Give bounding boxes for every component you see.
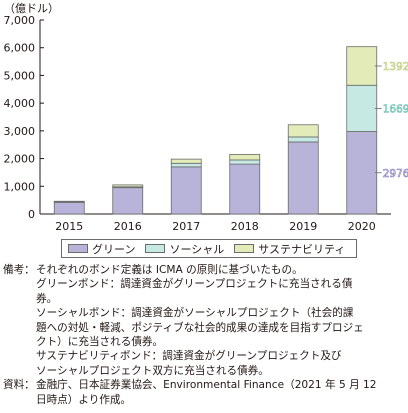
y-tick-label: 4,000	[4, 97, 36, 110]
y-unit-label: （億ドル）	[4, 2, 59, 15]
x-tick-label: 2015	[55, 220, 83, 233]
value-callouts: 1392 1669 2976	[374, 61, 408, 180]
chart-notes: 備考： それぞれのボンド定義は ICMA の原則に基づいたもの。 グリーンボンド…	[3, 263, 405, 407]
bar-segment-green-2017	[170, 166, 202, 215]
callout-label-social: 1669	[383, 103, 408, 115]
bar-segment-sustainability-2017	[170, 158, 202, 164]
y-axis: 0 1,000 2,000 3,000 4,000 5,000 6,000 7,000	[4, 14, 44, 221]
bar-segment-social-2017	[170, 162, 202, 168]
bar-segment-sustainability-2019	[287, 124, 319, 138]
y-tick-label: 2,000	[4, 153, 36, 166]
note-biko: 備考： それぞれのボンド定義は ICMA の原則に基づいたもの。 グリーンボンド…	[3, 263, 405, 378]
callout-label-sustainability: 1392	[383, 61, 408, 73]
note-line: 題への対処・軽減、ポジティブな社会的成果の達成を目指すプロジェ	[36, 321, 364, 334]
bar-segment-sustainability-2016	[112, 184, 144, 188]
y-tick-label: 5,000	[4, 69, 36, 82]
bar-segment-green-2020	[346, 131, 378, 215]
note-shiryo: 資料： 金融庁、日本証券業協会、Environmental Finance（20…	[3, 378, 405, 407]
bar-segment-green-2018	[229, 163, 261, 215]
legend: グリーン ソーシャル サステナビリティ	[61, 239, 357, 258]
note-line: グリーンボンド：調達資金がグリーンプロジェクトに充当される債	[36, 278, 353, 291]
legend-label-sustainability: サステナビリティ	[258, 242, 346, 256]
legend-item-social: ソーシャル	[145, 241, 224, 257]
note-line: それぞれのボンド定義は ICMA の原則に基づいたもの。	[36, 264, 303, 276]
x-tick-label: 2020	[348, 220, 376, 233]
y-tick-label: 7,000	[4, 14, 36, 27]
x-tick-label: 2016	[114, 220, 142, 233]
note-line: ソーシャルボンド：調達資金がソーシャルプロジェクト（社会的課	[36, 307, 354, 320]
note-line: ソーシャルプロジェクト双方に充当される債券。	[36, 364, 269, 377]
note-line: 金融庁、日本証券業協会、Environmental Finance（2021 年…	[36, 379, 377, 392]
note-line: クト）に充当される債券。	[36, 336, 164, 349]
x-tick-label: 2017	[172, 220, 200, 233]
legend-item-green: グリーン	[68, 241, 135, 257]
legend-swatch-social	[145, 244, 166, 253]
note-line: 日時点）より作成。	[36, 393, 132, 406]
bar-segment-social-2019	[287, 136, 319, 143]
note-biko-head: 備考：	[3, 264, 35, 276]
legend-swatch-green	[68, 244, 88, 253]
legend-item-sustainability: サステナビリティ	[234, 241, 345, 257]
note-line: サステナビリティボンド：調達資金がグリーンプロジェクト及び	[36, 350, 342, 363]
callout-label-green: 2976	[383, 168, 408, 180]
bar-segment-sustainability-2020	[346, 46, 378, 86]
bars	[53, 46, 378, 215]
bar-segment-green-2016	[112, 187, 144, 215]
y-tick-label: 6,000	[4, 42, 36, 55]
legend-label-green: グリーン	[92, 242, 136, 256]
x-axis: 2015 2016 2017 2018 2019 2020	[40, 213, 391, 233]
y-tick-label: 3,000	[4, 125, 36, 138]
legend-swatch-sustainability	[234, 244, 255, 253]
note-shiryo-head: 資料：	[3, 379, 35, 392]
bar-segment-social-2018	[229, 159, 261, 165]
bar-segment-sustainability-2018	[229, 154, 261, 161]
note-line: 券。	[36, 292, 58, 305]
legend-label-social: ソーシャル	[169, 242, 225, 256]
stacked-bar-chart: （億ドル） 0 1,000 2,000 3,000 4,000 5,000 6,000 7,0…	[4, 2, 408, 233]
y-tick-label: 1,000	[4, 180, 36, 193]
bar-segment-green-2019	[287, 141, 319, 215]
x-tick-label: 2019	[289, 220, 317, 233]
x-tick-label: 2018	[231, 220, 259, 233]
y-tick-label: 0	[28, 208, 35, 221]
bar-segment-green-2015	[53, 201, 85, 215]
bar-segment-sustainability-2015	[53, 200, 85, 203]
bar-segment-social-2020	[346, 84, 378, 132]
